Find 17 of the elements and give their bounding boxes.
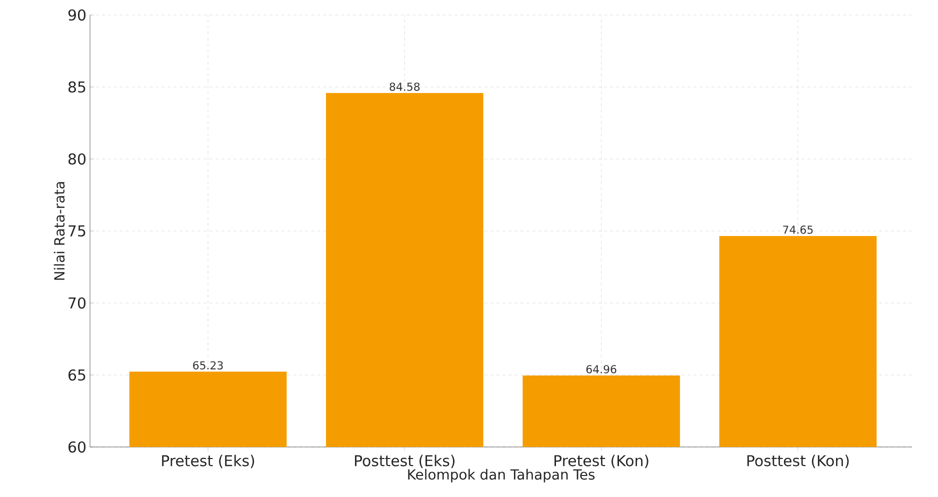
x-tick-label: Posttest (Kon) xyxy=(747,454,849,468)
y-axis-title: Nilai Rata-rata xyxy=(54,182,65,280)
y-tick-label: 80 xyxy=(68,153,86,165)
x-tick-label: Pretest (Eks) xyxy=(162,454,254,468)
data-label: 65.23 xyxy=(193,361,223,370)
x-tick-label: Pretest (Kon) xyxy=(554,454,648,468)
y-tick-label: 90 xyxy=(68,9,86,21)
data-label: 74.65 xyxy=(783,226,813,234)
x-tick-label: Posttest (Eks) xyxy=(354,454,454,468)
y-tick-label: 60 xyxy=(68,441,86,453)
x-axis-title: Kelompok dan Tahapan Tes xyxy=(408,468,595,482)
data-label: 64.96 xyxy=(586,365,616,374)
y-tick-label: 75 xyxy=(68,225,86,237)
y-tick-label: 70 xyxy=(68,297,86,309)
data-label: 84.58 xyxy=(390,82,420,91)
y-tick-label: 65 xyxy=(68,369,86,381)
y-tick-label: 85 xyxy=(68,81,86,93)
